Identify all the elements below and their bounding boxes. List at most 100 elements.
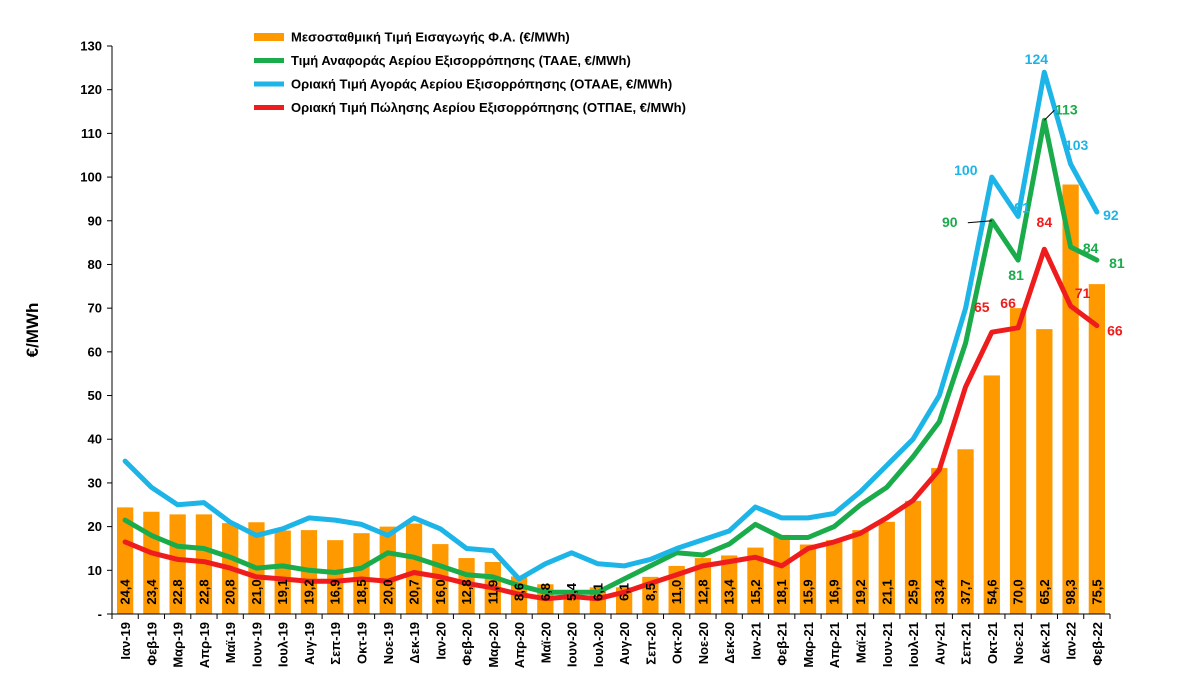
x-tick-label-19: Αυγ-20 (617, 622, 632, 665)
x-tick-label-6: Ιουλ-19 (276, 622, 291, 667)
bar-label-24: 15,2 (748, 579, 763, 604)
bar-26 (799, 544, 817, 614)
bar-31 (931, 468, 948, 614)
x-tick-label-1: Φεβ-19 (144, 622, 159, 666)
y-tick-label-0: - (98, 607, 102, 622)
bar-label-18: 6,1 (590, 583, 605, 601)
series-line-1 (122, 69, 1100, 582)
bar-24 (747, 547, 764, 614)
data-label-10: 65 (974, 299, 990, 315)
bar-3 (195, 514, 213, 614)
bar-label-36: 98,3 (1063, 579, 1078, 604)
bar-label-34: 70,0 (1011, 579, 1026, 604)
x-tick-label-12: Ιαν-20 (433, 622, 448, 660)
bar-label-20: 8,5 (643, 583, 658, 601)
x-tick-label-22: Νοε-20 (696, 622, 711, 664)
x-tick-label-17: Ιουν-20 (565, 622, 580, 667)
bar-label-27: 16,9 (827, 579, 842, 604)
bar-label-1: 23,4 (144, 579, 159, 605)
bar-9 (353, 533, 370, 614)
y-tick-label-9: 90 (88, 213, 102, 228)
x-tick-label-14: Μαρ-20 (486, 622, 501, 668)
series-line-0 (122, 117, 1100, 595)
legend-swatch-0 (254, 33, 284, 41)
x-tick-label-15: Απρ-20 (512, 622, 527, 668)
y-tick-label-2: 20 (88, 519, 102, 534)
x-tick-label-31: Αυγ-21 (932, 622, 947, 665)
bar-35 (1036, 329, 1053, 614)
bar-label-5: 21,0 (249, 579, 264, 604)
bar-label-7: 19,2 (301, 579, 316, 604)
bar-label-16: 6,8 (538, 583, 553, 601)
legend-label-2: Οριακή Τιμή Αγοράς Αερίου Εξισορρόπησης … (291, 77, 672, 92)
data-label-0: 100 (954, 162, 978, 178)
bar-29 (878, 521, 895, 614)
x-tick-label-5: Ιουν-19 (249, 622, 264, 667)
bar-label-0: 24,4 (118, 579, 133, 605)
y-tick-label-12: 120 (80, 82, 102, 97)
data-label-14: 66 (1107, 323, 1123, 339)
bar-label-32: 37,7 (958, 579, 973, 604)
x-tick-label-8: Σεπ-19 (328, 622, 343, 665)
bar-11 (405, 523, 423, 614)
data-label-2: 124 (1025, 51, 1049, 67)
x-tick-label-7: Αυγ-19 (302, 622, 317, 665)
x-tick-label-18: Ιουλ-20 (591, 622, 606, 667)
data-label-7: 113 (1055, 101, 1078, 117)
leader-line-7 (1043, 109, 1055, 121)
y-tick-label-4: 40 (88, 432, 102, 447)
bar-27 (826, 540, 843, 614)
bar-label-11: 20,7 (407, 579, 422, 604)
bar-label-2: 22,8 (170, 579, 185, 604)
legend-label-3: Οριακή Τιμή Πώλησης Αερίου Εξισορρόπησης… (291, 100, 686, 115)
bar-label-15: 8,6 (512, 583, 527, 601)
bar-label-28: 19,2 (853, 579, 868, 604)
legend: Μεσοσταθμική Τιμή Εισαγωγής Φ.Α. (€/MWh)… (254, 30, 686, 115)
bars-group (116, 184, 1106, 614)
y-tick-label-11: 110 (81, 126, 102, 141)
lines-group (122, 69, 1100, 602)
bar-label-17: 5,4 (564, 582, 579, 601)
bar-label-13: 12,8 (459, 579, 474, 604)
bar-labels-group: 24,4 23,4 22,8 22,8 20,8 21,0 19,1 19,2 16,9 18,5… (118, 579, 1105, 605)
data-label-8: 84 (1083, 240, 1099, 256)
bar-30 (904, 500, 922, 614)
y-axis-title: €/MWh (23, 303, 42, 358)
x-tick-label-25: Φεβ-21 (775, 622, 790, 666)
x-tick-label-10: Νοε-19 (381, 622, 396, 664)
bar-25 (773, 534, 790, 614)
bar-label-3: 22,8 (196, 579, 211, 604)
bar-37 (1088, 284, 1106, 614)
y-tick-label-3: 30 (88, 475, 102, 490)
data-label-1: 91 (1014, 199, 1030, 215)
bar-8 (327, 540, 344, 614)
y-tick-labels: - 10 20 30 40 50 60 70 80 90 100 110 120 130 (80, 39, 102, 622)
bar-label-25: 18,1 (774, 579, 789, 604)
bar-10 (379, 526, 396, 614)
bar-label-37: 75,5 (1089, 579, 1104, 604)
bar-label-19: 6,1 (617, 583, 632, 601)
data-label-9: 81 (1109, 255, 1125, 271)
axes-group (107, 45, 1111, 619)
x-tick-label-33: Οκτ-21 (985, 622, 1000, 664)
y-tick-label-1: 10 (88, 563, 102, 578)
x-tick-label-2: Μαρ-19 (171, 622, 186, 668)
x-tick-label-20: Σεπ-20 (643, 622, 658, 665)
data-label-11: 66 (1000, 295, 1016, 311)
x-tick-label-21: Οκτ-20 (670, 622, 685, 664)
x-tick-label-24: Ιαν-21 (748, 622, 763, 660)
bar-label-29: 21,1 (879, 579, 894, 604)
x-tick-label-29: Ιουν-21 (880, 622, 895, 667)
data-label-3: 103 (1065, 137, 1089, 153)
y-axis-label: €/MWh (23, 303, 42, 358)
bar-33 (983, 375, 1000, 614)
series-line-2 (122, 246, 1100, 602)
bar-label-4: 20,8 (223, 579, 238, 604)
leader-line-5 (967, 220, 992, 224)
x-tick-label-30: Ιουλ-21 (906, 622, 921, 667)
x-tick-label-34: Νοε-21 (1011, 622, 1026, 664)
bar-label-33: 54,6 (984, 579, 999, 604)
data-label-12: 84 (1037, 214, 1053, 230)
y-tick-label-6: 60 (88, 344, 102, 359)
